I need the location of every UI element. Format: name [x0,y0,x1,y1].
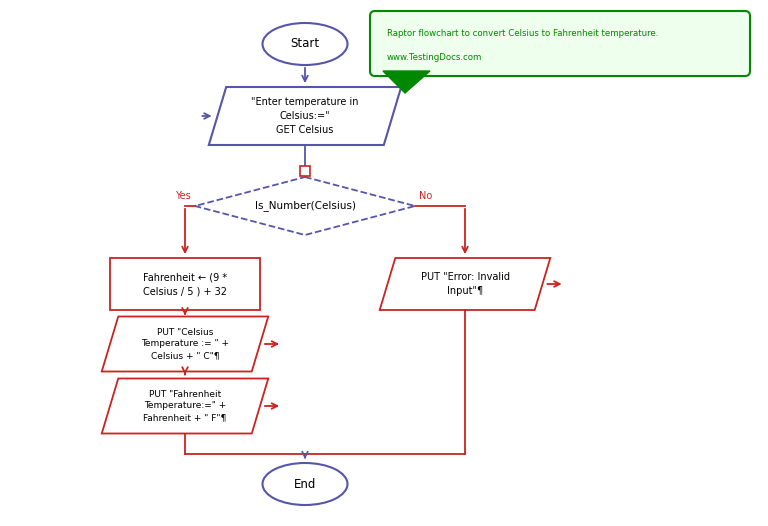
Polygon shape [101,317,268,371]
Text: PUT "Fahrenheit
Temperature:=" +
Fahrenheit + " F"¶: PUT "Fahrenheit Temperature:=" + Fahrenh… [144,390,227,422]
Text: Start: Start [290,37,319,50]
FancyBboxPatch shape [370,11,750,76]
Text: No: No [419,191,432,201]
Text: Yes: Yes [175,191,191,201]
Text: Fahrenheit ← (9 *
Celsius / 5 ) + 32: Fahrenheit ← (9 * Celsius / 5 ) + 32 [143,272,227,296]
Text: Is_Number(Celsius): Is_Number(Celsius) [254,200,356,211]
Polygon shape [383,71,430,93]
Text: "Enter temperature in
Celsius:="
GET Celsius: "Enter temperature in Celsius:=" GET Cel… [251,97,359,135]
Polygon shape [195,177,415,235]
Polygon shape [101,379,268,433]
Text: Raptor flowchart to convert Celsius to Fahrenheit temperature.: Raptor flowchart to convert Celsius to F… [387,29,658,38]
Ellipse shape [263,463,347,505]
Ellipse shape [263,23,347,65]
Text: PUT "Error: Invalid
Input"¶: PUT "Error: Invalid Input"¶ [421,272,509,296]
FancyBboxPatch shape [110,258,260,310]
Text: End: End [294,478,316,491]
Polygon shape [209,87,401,145]
Text: www.TestingDocs.com: www.TestingDocs.com [387,54,482,63]
Bar [300,166,310,176]
Polygon shape [379,258,551,310]
Text: PUT "Celsius
Temperature := " +
Celsius + " C"¶: PUT "Celsius Temperature := " + Celsius … [141,328,229,360]
